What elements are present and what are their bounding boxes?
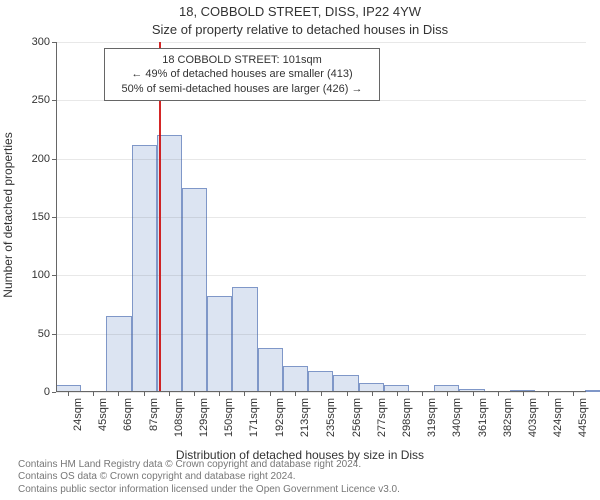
x-tick-label: 66sqm <box>122 398 134 431</box>
grid-line <box>56 42 586 43</box>
x-tick-mark <box>194 392 195 396</box>
x-tick-mark <box>523 392 524 396</box>
y-tick-label: 250 <box>16 94 50 106</box>
bar <box>333 375 358 393</box>
x-tick-label: 235sqm <box>325 398 337 437</box>
bar <box>182 188 207 392</box>
x-tick-mark <box>169 392 170 396</box>
x-tick-mark <box>548 392 549 396</box>
x-tick-mark <box>347 392 348 396</box>
bar <box>106 316 131 392</box>
footer-line2: Contains OS data © Crown copyright and d… <box>18 471 400 484</box>
grid-line <box>56 217 586 218</box>
y-tick-label: 100 <box>16 269 50 281</box>
annotation-line1: 18 COBBOLD STREET: 101sqm <box>111 53 373 67</box>
x-tick-mark <box>144 392 145 396</box>
annotation-line2: ← 49% of detached houses are smaller (41… <box>111 67 373 81</box>
y-tick-label: 300 <box>16 36 50 48</box>
bar <box>585 390 600 392</box>
x-tick-mark <box>422 392 423 396</box>
bar <box>283 366 308 392</box>
x-tick-mark <box>372 392 373 396</box>
x-tick-label: 108sqm <box>173 398 185 437</box>
x-tick-label: 361sqm <box>477 398 489 437</box>
x-tick-label: 424sqm <box>552 398 564 437</box>
chart-title-line2: Size of property relative to detached ho… <box>0 22 600 37</box>
x-tick-label: 340sqm <box>451 398 463 437</box>
x-tick-label: 45sqm <box>97 398 109 431</box>
x-tick-mark <box>498 392 499 396</box>
x-tick-label: 319sqm <box>426 398 438 437</box>
x-axis-line <box>56 391 586 392</box>
y-tick-mark <box>52 392 56 393</box>
x-tick-label: 213sqm <box>299 398 311 437</box>
annotation-box: 18 COBBOLD STREET: 101sqm ← 49% of detac… <box>104 48 380 101</box>
x-tick-label: 87sqm <box>148 398 160 431</box>
x-tick-label: 277sqm <box>376 398 388 437</box>
footer-line1: Contains HM Land Registry data © Crown c… <box>18 459 400 472</box>
x-tick-mark <box>270 392 271 396</box>
x-tick-mark <box>244 392 245 396</box>
histogram-chart: 18, COBBOLD STREET, DISS, IP22 4YW Size … <box>0 0 600 500</box>
bar <box>207 296 232 392</box>
footer-line3: Contains public sector information licen… <box>18 484 400 497</box>
x-tick-mark <box>68 392 69 396</box>
bar <box>232 287 257 392</box>
x-tick-mark <box>219 392 220 396</box>
x-tick-mark <box>93 392 94 396</box>
x-tick-label: 403sqm <box>527 398 539 437</box>
x-tick-label: 298sqm <box>401 398 413 437</box>
grid-line <box>56 334 586 335</box>
x-tick-mark <box>447 392 448 396</box>
chart-title-line1: 18, COBBOLD STREET, DISS, IP22 4YW <box>0 4 600 19</box>
x-tick-mark <box>321 392 322 396</box>
y-tick-label: 200 <box>16 153 50 165</box>
x-tick-label: 382sqm <box>502 398 514 437</box>
x-tick-mark <box>295 392 296 396</box>
x-tick-mark <box>118 392 119 396</box>
x-tick-label: 445sqm <box>577 398 589 437</box>
annotation-line3: 50% of semi-detached houses are larger (… <box>111 82 373 96</box>
y-axis-line <box>56 42 57 392</box>
x-tick-label: 192sqm <box>274 398 286 437</box>
y-tick-label: 150 <box>16 211 50 223</box>
x-tick-label: 150sqm <box>223 398 235 437</box>
x-tick-label: 171sqm <box>248 398 260 437</box>
plot-area: 050100150200250300 24sqm45sqm66sqm87sqm1… <box>56 42 586 392</box>
grid-line <box>56 275 586 276</box>
x-tick-mark <box>573 392 574 396</box>
bar <box>258 348 283 392</box>
footer-attribution: Contains HM Land Registry data © Crown c… <box>18 459 400 497</box>
bar <box>132 145 157 392</box>
y-axis-title: Number of detached properties <box>1 132 15 297</box>
grid-line <box>56 159 586 160</box>
x-tick-label: 129sqm <box>198 398 210 437</box>
y-tick-label: 0 <box>16 386 50 398</box>
x-tick-label: 24sqm <box>72 398 84 431</box>
x-tick-mark <box>473 392 474 396</box>
x-tick-label: 256sqm <box>351 398 363 437</box>
x-tick-mark <box>397 392 398 396</box>
bar <box>308 371 333 392</box>
y-tick-label: 50 <box>16 328 50 340</box>
